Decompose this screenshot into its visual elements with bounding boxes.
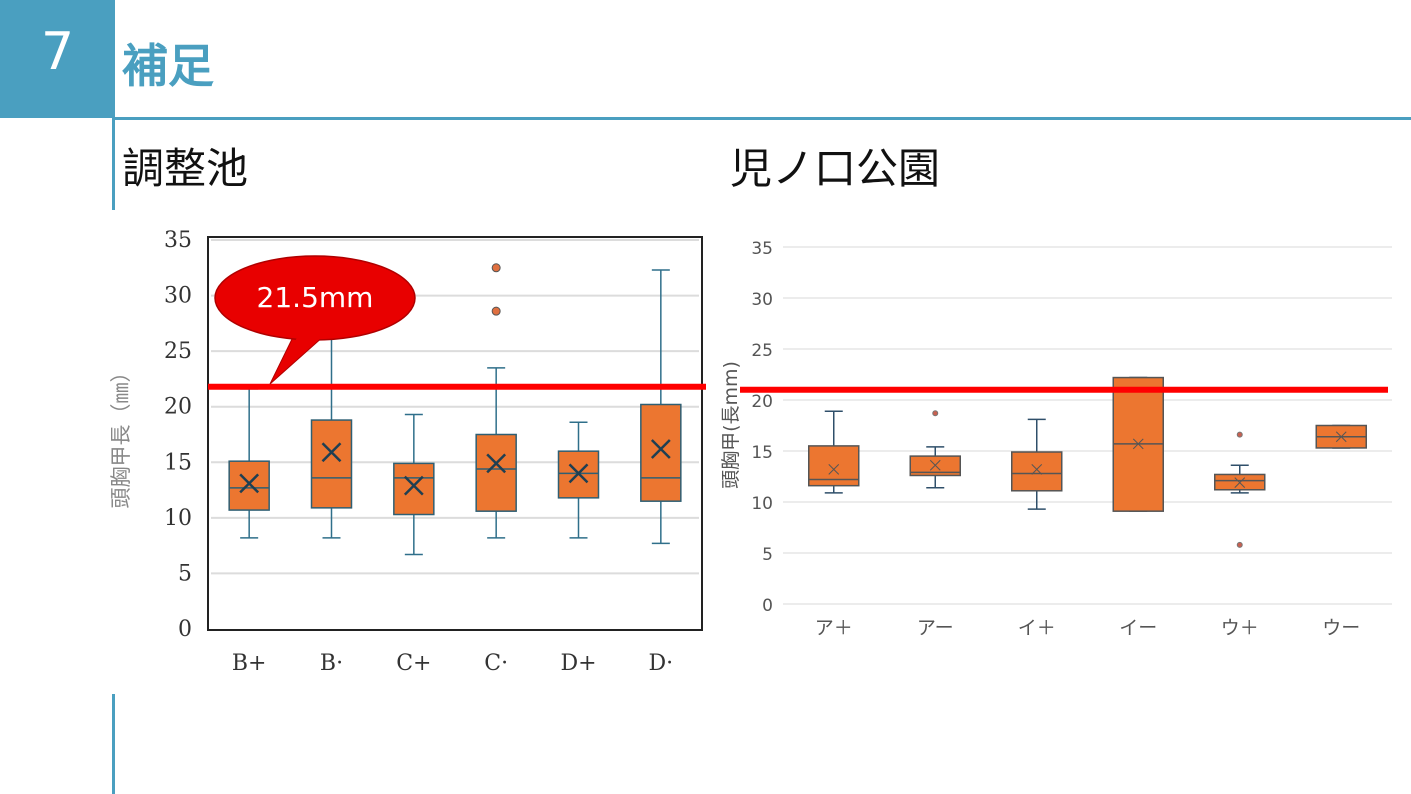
mean-marker	[929, 459, 941, 471]
box-5	[1315, 424, 1367, 449]
y-tick-label: 10	[751, 494, 773, 514]
threshold-callout: 21.5mm	[214, 255, 416, 385]
mean-marker	[568, 463, 589, 484]
callout-pointer-fill	[273, 336, 322, 380]
box-iqr	[228, 460, 270, 511]
box-plot-left: 0 5 10 15 20 25 30 35 頭胸甲長（㎜） B+ B· C+ C· D+ D·	[109, 228, 706, 676]
slide-number: 7	[0, 0, 115, 118]
outlier-point	[932, 410, 939, 417]
plot-frame	[207, 236, 703, 631]
y-tick-label: 20	[751, 392, 773, 412]
y-tick-label: 0	[762, 596, 773, 616]
y-tick-label: 25	[751, 341, 773, 361]
slide-title: 補足	[122, 39, 214, 93]
mean-marker	[828, 464, 840, 475]
x-category-label: B·	[320, 651, 343, 676]
x-category-label: ア＋	[815, 617, 853, 639]
x-category-label: D+	[560, 651, 596, 676]
y-tick-label: 25	[164, 339, 192, 364]
mean-marker	[486, 453, 507, 474]
x-category-label: ウ＋	[1221, 617, 1259, 639]
box-iqr	[393, 462, 435, 516]
mean-marker	[1234, 477, 1246, 488]
box-3	[475, 263, 517, 539]
x-category-label: D·	[649, 651, 674, 676]
y-tick-label: 10	[164, 506, 192, 531]
box-plot-right: 0 5 10 15 20 25 30 35 頭胸甲(長mm) ア＋ アー イ＋ イー ウ＋ ウー	[720, 239, 1392, 639]
y-tick-label: 35	[751, 239, 773, 259]
box-iqr	[475, 433, 517, 512]
mean-marker	[321, 442, 342, 463]
chart-title-left: 調整池	[122, 144, 249, 193]
y-tick-label: 30	[751, 290, 773, 310]
y-tick-label: 5	[762, 545, 773, 565]
y-tick-label: 15	[164, 450, 192, 475]
box-iqr	[640, 403, 682, 502]
y-tick-label: 30	[164, 284, 192, 309]
outlier-point	[491, 263, 501, 273]
y-axis-label: 頭胸甲(長mm)	[720, 361, 742, 489]
y-tick-label: 35	[164, 228, 192, 253]
box-3	[1112, 376, 1164, 512]
mean-marker	[1031, 464, 1043, 475]
box-iqr	[1011, 451, 1063, 492]
outlier-point	[491, 306, 501, 316]
outlier-point	[1236, 431, 1243, 438]
x-category-label: B+	[232, 651, 267, 676]
outlier-point	[1236, 541, 1243, 548]
box-0	[808, 410, 860, 494]
x-category-label: C·	[484, 651, 508, 676]
side-divider-top	[112, 118, 115, 210]
x-category-label: イー	[1119, 617, 1157, 639]
mean-marker	[239, 473, 260, 494]
box-5	[640, 269, 682, 545]
x-category-label: アー	[917, 617, 954, 639]
y-tick-label: 0	[178, 617, 192, 642]
mean-marker	[1335, 431, 1347, 443]
callout-label: 21.5mm	[257, 281, 374, 314]
box-2	[1011, 418, 1063, 510]
box-4	[1214, 431, 1266, 548]
box-2	[393, 413, 435, 556]
box-1	[909, 410, 961, 489]
box-iqr	[557, 450, 600, 499]
mean-marker	[1132, 438, 1144, 450]
mean-marker	[403, 475, 424, 496]
box-iqr	[310, 419, 353, 509]
x-category-label: ウー	[1322, 617, 1360, 639]
header-divider	[115, 117, 1411, 120]
chart-title-right: 児ノ口公園	[730, 144, 941, 193]
box-4	[557, 421, 600, 539]
x-category-label: イ＋	[1018, 617, 1056, 639]
mean-marker	[650, 439, 671, 459]
y-tick-label: 5	[178, 561, 192, 586]
side-divider-bottom	[112, 694, 115, 794]
y-tick-label: 20	[164, 395, 192, 420]
y-tick-label: 15	[751, 443, 773, 463]
x-category-label: C+	[396, 651, 431, 676]
box-0	[228, 388, 270, 539]
y-axis-label: 頭胸甲長（㎜）	[109, 362, 133, 509]
